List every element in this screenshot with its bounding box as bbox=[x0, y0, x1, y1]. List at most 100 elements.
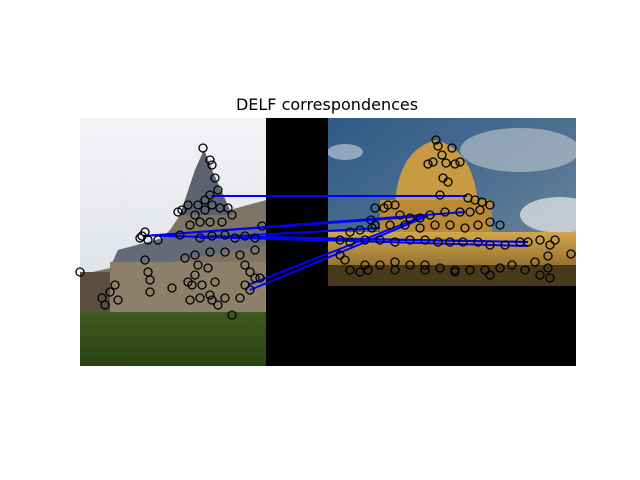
keypoint-marker-right bbox=[473, 220, 483, 230]
keypoint-marker-left bbox=[235, 293, 245, 303]
keypoint-marker-right bbox=[543, 263, 553, 273]
keypoint-marker-right bbox=[520, 265, 530, 275]
keypoints-right bbox=[335, 135, 576, 283]
keypoint-marker-right bbox=[495, 220, 505, 230]
keypoint-marker-right bbox=[465, 207, 475, 217]
keypoint-marker-right bbox=[455, 157, 465, 167]
left-photo bbox=[80, 118, 266, 366]
keypoint-marker-left bbox=[223, 203, 233, 213]
keypoint-marker-left bbox=[185, 220, 195, 230]
keypoint-marker-left bbox=[207, 231, 217, 241]
keypoint-marker-right bbox=[335, 250, 345, 260]
keypoint-marker-right bbox=[431, 135, 441, 145]
keypoint-marker-right bbox=[495, 263, 505, 273]
keypoint-marker-right bbox=[535, 235, 545, 245]
keypoint-marker-left bbox=[213, 185, 223, 195]
chart-title: DELF correspondences bbox=[236, 95, 418, 114]
keypoint-marker-left bbox=[205, 155, 215, 165]
keypoint-marker-right bbox=[445, 220, 455, 230]
keypoint-marker-right bbox=[465, 265, 475, 275]
keypoint-marker-left bbox=[200, 205, 210, 215]
keypoint-marker-left bbox=[180, 253, 190, 263]
keypoint-marker-left bbox=[195, 293, 205, 303]
keypoint-marker-right bbox=[390, 237, 400, 247]
keypoint-marker-left bbox=[227, 210, 237, 220]
keypoint-marker-right bbox=[360, 260, 370, 270]
keypoint-marker-left bbox=[257, 221, 267, 231]
keypoint-marker-left bbox=[197, 280, 207, 290]
keypoint-marker-left bbox=[187, 280, 197, 290]
keypoint-marker-left bbox=[205, 190, 215, 200]
keypoint-marker-right bbox=[445, 237, 455, 247]
keypoint-marker-right bbox=[367, 223, 377, 233]
keypoint-marker-right bbox=[460, 223, 470, 233]
keypoint-marker-left bbox=[245, 267, 255, 277]
keypoint-marker-left bbox=[205, 217, 215, 227]
keypoint-marker-right bbox=[345, 237, 355, 247]
keypoint-marker-left bbox=[227, 310, 237, 320]
keypoint-marker-right bbox=[545, 240, 555, 250]
keypoint-marker-right bbox=[435, 263, 445, 273]
keypoint-marker-left bbox=[75, 267, 85, 277]
keypoint-marker-left bbox=[235, 250, 245, 260]
keypoint-marker-left bbox=[190, 210, 200, 220]
keypoint-marker-right bbox=[543, 251, 553, 261]
keypoint-marker-right bbox=[443, 177, 453, 187]
keypoint-marker-right bbox=[500, 240, 510, 250]
keypoint-marker-right bbox=[405, 213, 415, 223]
keypoint-marker-right bbox=[450, 159, 460, 169]
keypoint-marker-right bbox=[360, 235, 370, 245]
keypoint-marker-left bbox=[183, 200, 193, 210]
keypoint-marker-right bbox=[340, 255, 350, 265]
keypoint-marker-right bbox=[447, 143, 457, 153]
keypoint-marker-right bbox=[523, 237, 533, 247]
keypoint-marker-right bbox=[370, 220, 380, 230]
keypoint-marker-right bbox=[363, 265, 373, 275]
keypoints-left bbox=[75, 143, 267, 320]
keypoint-marker-left bbox=[167, 283, 177, 293]
keypoint-marker-left bbox=[213, 300, 223, 310]
keypoint-marker-right bbox=[507, 260, 517, 270]
keypoint-marker-left bbox=[217, 217, 227, 227]
keypoint-marker-left bbox=[193, 260, 203, 270]
keypoint-marker-right bbox=[545, 273, 555, 283]
keypoint-marker-left bbox=[220, 230, 230, 240]
keypoint-marker-right bbox=[390, 200, 400, 210]
keypoint-marker-right bbox=[455, 207, 465, 217]
keypoint-marker-right bbox=[485, 240, 495, 250]
keypoint-marker-right bbox=[566, 249, 576, 259]
keypoint-marker-left bbox=[140, 255, 150, 265]
keypoint-marker-left bbox=[113, 295, 123, 305]
keypoint-marker-right bbox=[405, 235, 415, 245]
keypoint-marker-left bbox=[195, 217, 205, 227]
keypoint-marker-left bbox=[145, 275, 155, 285]
keypoint-marker-left bbox=[190, 270, 200, 280]
keypoint-marker-right bbox=[441, 158, 451, 168]
keypoint-marker-left bbox=[198, 143, 208, 153]
keypoint-marker-right bbox=[485, 217, 495, 227]
keypoint-marker-right bbox=[385, 220, 395, 230]
keypoint-marker-right bbox=[355, 225, 365, 235]
keypoint-marker-right bbox=[430, 220, 440, 230]
keypoint-marker-right bbox=[420, 260, 430, 270]
keypoint-marker-right bbox=[415, 213, 425, 223]
keypoint-marker-right bbox=[423, 159, 433, 169]
keypoint-marker-left bbox=[100, 300, 110, 310]
keypoint-marker-left bbox=[220, 293, 230, 303]
keypoint-marker-left bbox=[207, 200, 217, 210]
keypoint-marker-left bbox=[205, 290, 215, 300]
keypoint-marker-right bbox=[335, 235, 345, 245]
keypoint-marker-right bbox=[390, 265, 400, 275]
keypoint-marker-right bbox=[458, 237, 468, 247]
keypoint-marker-left bbox=[240, 231, 250, 241]
keypoint-marker-right bbox=[375, 235, 385, 245]
keypoint-marker-left bbox=[195, 233, 205, 243]
keypoint-marker-right bbox=[395, 210, 405, 220]
keypoint-marker-right bbox=[379, 203, 389, 213]
keypoint-marker-right bbox=[425, 210, 435, 220]
keypoint-marker-left bbox=[250, 233, 260, 243]
keypoint-marker-right bbox=[473, 237, 483, 247]
keypoint-marker-left bbox=[245, 285, 255, 295]
keypoint-marker-left bbox=[210, 277, 220, 287]
